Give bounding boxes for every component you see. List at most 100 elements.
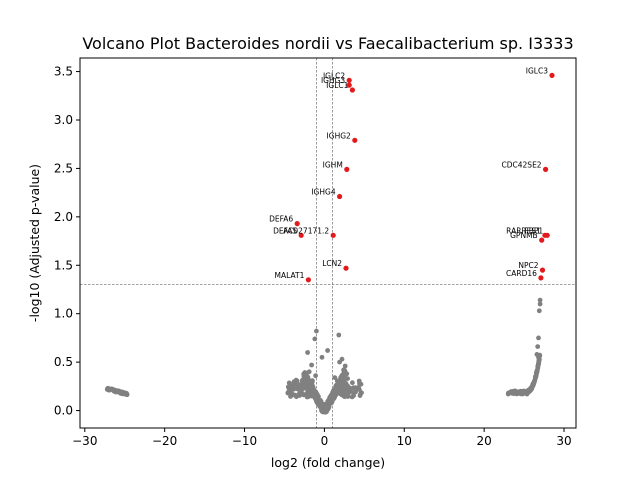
gene-label: IGHG4 xyxy=(311,188,335,197)
nonsignificant-point xyxy=(346,390,351,396)
nonsignificant-point xyxy=(342,393,348,399)
nonsignificant-point xyxy=(535,344,541,349)
nonsignificant-point xyxy=(534,370,539,376)
nonsignificant-point xyxy=(535,367,540,373)
nonsignificant-point xyxy=(325,348,330,353)
nonsignificant-point xyxy=(305,350,310,355)
gene-label: DEFA6 xyxy=(269,215,293,224)
y-tick-label: 0.5 xyxy=(54,355,73,369)
nonsignificant-point xyxy=(317,399,323,405)
nonsignificant-point xyxy=(309,385,315,390)
x-tick-label: 30 xyxy=(556,434,571,448)
gene-label: RARRES1 xyxy=(506,226,541,235)
y-tick-label: 3.5 xyxy=(54,65,73,79)
gene-label: IGLC1 xyxy=(326,81,348,90)
nonsignificant-point xyxy=(334,386,339,392)
significant-point xyxy=(346,77,352,83)
nonsignificant-point xyxy=(535,362,541,368)
nonsignificant-point xyxy=(287,385,292,391)
nonsignificant-point xyxy=(530,383,536,389)
nonsignificant-point xyxy=(319,354,325,360)
nonsignificant-point xyxy=(350,390,356,395)
significant-point xyxy=(539,267,546,273)
nonsignificant-point xyxy=(341,381,346,386)
y-tick-label: 2.5 xyxy=(54,161,73,175)
nonsignificant-point xyxy=(301,392,307,398)
nonsignificant-point xyxy=(304,373,309,379)
significant-point xyxy=(543,166,549,172)
nonsignificant-point xyxy=(291,380,297,385)
significant-point xyxy=(330,232,336,238)
significant-point xyxy=(349,87,355,93)
nonsignificant-point xyxy=(342,363,348,369)
nonsignificant-point xyxy=(287,381,292,386)
gene-label: NPC2 xyxy=(518,261,538,270)
significant-point xyxy=(344,166,350,172)
gene-label: GPNMB xyxy=(510,231,538,240)
nonsignificant-point xyxy=(337,359,342,365)
nonsignificant-point xyxy=(312,336,318,342)
significant-point xyxy=(538,275,544,281)
significant-point xyxy=(544,232,550,238)
gene-label: DEFA5 xyxy=(273,226,297,235)
nonsignificant-point xyxy=(333,391,339,397)
nonsignificant-point xyxy=(290,383,296,389)
y-tick-label: 1.5 xyxy=(54,258,73,272)
significant-point xyxy=(298,232,304,238)
nonsignificant-point xyxy=(301,380,306,385)
significant-point xyxy=(343,265,349,271)
nonsignificant-point xyxy=(350,380,355,386)
gene-label: CDC42SE2 xyxy=(502,160,542,169)
x-tick-label: −20 xyxy=(152,434,177,448)
nonsignificant-point xyxy=(334,378,340,384)
nonsignificant-point xyxy=(533,375,538,381)
nonsignificant-point xyxy=(323,404,328,410)
nonsignificant-point xyxy=(288,393,294,399)
x-tick-label: −10 xyxy=(232,434,257,448)
nonsignificant-point xyxy=(345,376,350,381)
nonsignificant-point xyxy=(106,386,111,392)
nonsignificant-point xyxy=(285,390,291,396)
significant-point xyxy=(346,82,352,88)
y-tick-label: 3.0 xyxy=(54,113,73,127)
axes-frame xyxy=(79,57,577,429)
nonsignificant-point xyxy=(349,394,355,400)
gene-label: CARD16 xyxy=(506,269,537,278)
nonsignificant-point xyxy=(309,362,314,368)
nonsignificant-point xyxy=(536,308,542,314)
nonsignificant-point xyxy=(336,332,342,338)
nonsignificant-point xyxy=(351,385,356,391)
x-tick-label: 20 xyxy=(477,434,492,448)
y-tick-label: 0.0 xyxy=(54,404,73,418)
gene-label: AC027171.2 xyxy=(283,226,329,235)
y-axis-label: -log10 (Adjusted p-value) xyxy=(27,164,42,322)
gene-label: LCN2 xyxy=(322,259,342,268)
gene-label: IGHM xyxy=(323,160,343,169)
nonsignificant-point xyxy=(332,375,338,380)
nonsignificant-point xyxy=(344,371,350,377)
chart-title: Volcano Plot Bacteroides nordii vs Faeca… xyxy=(82,34,573,53)
nonsignificant-point xyxy=(294,383,300,388)
significant-point xyxy=(305,277,311,283)
nonsignificant-point xyxy=(306,394,311,399)
significant-point xyxy=(352,137,358,143)
nonsignificant-point xyxy=(327,400,332,406)
nonsignificant-point xyxy=(310,378,315,384)
y-tick-label: 2.0 xyxy=(54,210,73,224)
gene-label: IGHG2 xyxy=(327,131,351,140)
significant-point xyxy=(549,72,555,78)
nonsignificant-point xyxy=(340,387,345,392)
significant-point xyxy=(294,221,300,227)
nonsignificant-point xyxy=(119,389,125,395)
nonsignificant-point xyxy=(537,301,543,307)
nonsignificant-point xyxy=(526,389,531,395)
nonsignificant-point xyxy=(110,387,116,392)
significant-point xyxy=(337,193,343,200)
nonsignificant-point xyxy=(517,390,523,396)
nonsignificant-point xyxy=(359,390,364,396)
nonsignificant-point xyxy=(357,381,362,386)
nonsignificant-point xyxy=(306,369,312,375)
nonsignificant-point xyxy=(513,389,518,395)
